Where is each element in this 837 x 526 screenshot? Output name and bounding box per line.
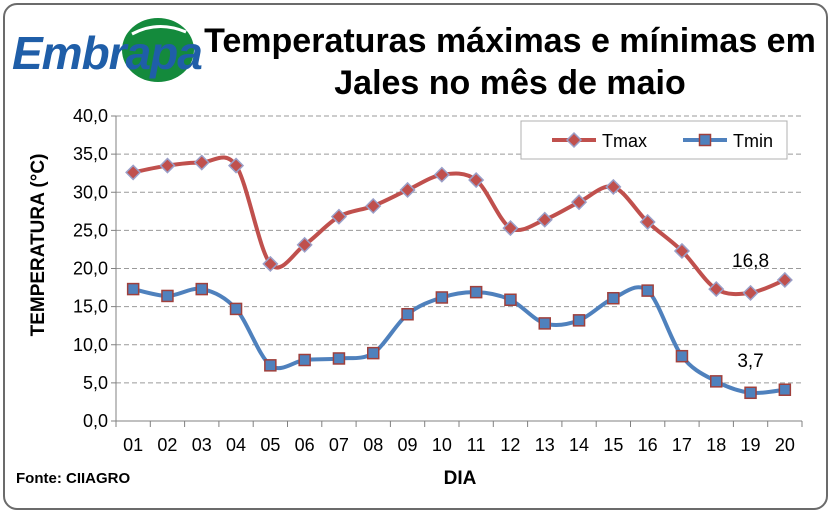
legend-marker-tmin bbox=[698, 133, 712, 147]
logo-green-disc bbox=[122, 18, 194, 82]
series-line-tmax bbox=[132, 155, 786, 297]
x-tick-label: 04 bbox=[226, 435, 246, 455]
data-point-tmax bbox=[673, 242, 691, 260]
data-point-tmin bbox=[298, 353, 311, 367]
x-axis-title: DIA bbox=[444, 468, 477, 489]
embrapa-logo: Embrapa bbox=[8, 14, 203, 88]
data-point-tmin bbox=[744, 386, 757, 400]
x-tick-label: 12 bbox=[500, 435, 520, 455]
data-point-tmax bbox=[468, 171, 485, 189]
data-point-tmax bbox=[433, 166, 450, 183]
x-tick-label: 14 bbox=[569, 435, 589, 455]
axes bbox=[111, 115, 803, 427]
data-point-tmax bbox=[536, 211, 553, 228]
x-tick-label: 15 bbox=[603, 435, 623, 455]
x-tick-label: 20 bbox=[775, 435, 795, 455]
data-label-tmin: 3,7 bbox=[737, 351, 763, 372]
tick-labels: 0,0 5,0 10,0 15,0 20,0 25,0 30,0 35,0 40,0 01 02 03… bbox=[73, 106, 795, 455]
data-point-tmax bbox=[125, 164, 142, 181]
data-point-tmin bbox=[161, 289, 174, 303]
annotations: 16,8 3,7 bbox=[732, 251, 769, 372]
data-point-tmin bbox=[126, 282, 140, 296]
legend: Tmax Tmin bbox=[520, 120, 788, 160]
data-point-tmax bbox=[399, 181, 416, 199]
legend-label-tmax: Tmax bbox=[602, 131, 647, 151]
data-point-tmin bbox=[401, 308, 414, 321]
x-tick-label: 18 bbox=[706, 435, 726, 455]
x-tick-label: 02 bbox=[157, 435, 177, 455]
data-point-tmin bbox=[229, 302, 243, 316]
data-point-tmax bbox=[330, 208, 348, 225]
y-tick-label: 35,0 bbox=[73, 144, 108, 164]
x-tick-label: 06 bbox=[295, 435, 315, 455]
y-tick-label: 30,0 bbox=[73, 182, 108, 202]
series-group bbox=[125, 154, 793, 400]
y-tick-label: 20,0 bbox=[73, 259, 108, 279]
data-point-tmax bbox=[776, 271, 793, 288]
data-point-tmax bbox=[296, 236, 313, 253]
data-point-tmin bbox=[332, 352, 346, 365]
data-point-tmax bbox=[502, 220, 519, 237]
data-point-tmax bbox=[159, 157, 176, 174]
data-label-tmax: 16,8 bbox=[732, 251, 769, 272]
source-note: Fonte: CIIAGRO bbox=[16, 470, 131, 487]
data-point-tmin bbox=[572, 314, 586, 327]
x-tick-label: 13 bbox=[535, 435, 555, 455]
data-point-tmin bbox=[710, 375, 723, 388]
data-point-tmin bbox=[195, 282, 208, 296]
data-point-tmax bbox=[227, 157, 245, 174]
y-tick-label: 5,0 bbox=[83, 373, 108, 393]
data-point-tmax bbox=[193, 154, 210, 171]
x-tick-label: 03 bbox=[192, 435, 212, 455]
data-point-tmax bbox=[742, 284, 759, 301]
x-tick-label: 11 bbox=[467, 435, 486, 455]
data-point-tmin bbox=[504, 293, 517, 307]
y-tick-label: 25,0 bbox=[73, 220, 108, 240]
logo-emblem bbox=[122, 18, 194, 82]
data-point-tmin bbox=[675, 349, 689, 363]
data-point-tmax bbox=[639, 213, 656, 231]
x-tick-label: 07 bbox=[329, 435, 349, 455]
x-tick-label: 16 bbox=[638, 435, 658, 455]
y-axis-title: TEMPERATURA (°C) bbox=[28, 154, 49, 337]
x-tick-label: 17 bbox=[672, 435, 692, 455]
legend-marker-tmax bbox=[565, 131, 583, 149]
data-point-tmin bbox=[469, 285, 483, 299]
y-tick-label: 40,0 bbox=[73, 106, 108, 126]
logo-wordmark: Embrapa bbox=[12, 27, 203, 79]
chart-frame bbox=[3, 3, 828, 510]
chart-title: Temperaturas máximas e mínimas em Jales … bbox=[204, 22, 816, 102]
data-point-tmax bbox=[708, 281, 725, 298]
x-tick-label: 08 bbox=[363, 435, 383, 455]
x-tick-label: 10 bbox=[432, 435, 452, 455]
data-point-tmax bbox=[262, 255, 279, 272]
y-tick-label: 0,0 bbox=[83, 411, 108, 431]
x-tick-label: 19 bbox=[741, 435, 761, 455]
data-point-tmin bbox=[641, 284, 654, 297]
legend-label-tmin: Tmin bbox=[733, 131, 773, 151]
data-point-tmin bbox=[778, 383, 792, 396]
x-tick-label: 05 bbox=[260, 435, 280, 455]
data-point-tmax bbox=[605, 178, 622, 195]
series-tmax bbox=[125, 154, 793, 301]
x-tick-label: 09 bbox=[398, 435, 418, 455]
y-tick-label: 10,0 bbox=[73, 335, 108, 355]
data-point-tmin bbox=[435, 291, 449, 304]
data-point-tmax bbox=[365, 197, 382, 215]
data-point-tmin bbox=[367, 346, 380, 360]
series-tmin bbox=[126, 282, 792, 400]
data-point-tmin bbox=[607, 291, 620, 305]
data-point-tmin bbox=[538, 317, 551, 330]
x-tick-label: 01 bbox=[123, 435, 143, 455]
data-point-tmax bbox=[570, 194, 588, 211]
y-tick-label: 15,0 bbox=[73, 297, 108, 317]
data-point-tmin bbox=[264, 359, 277, 372]
